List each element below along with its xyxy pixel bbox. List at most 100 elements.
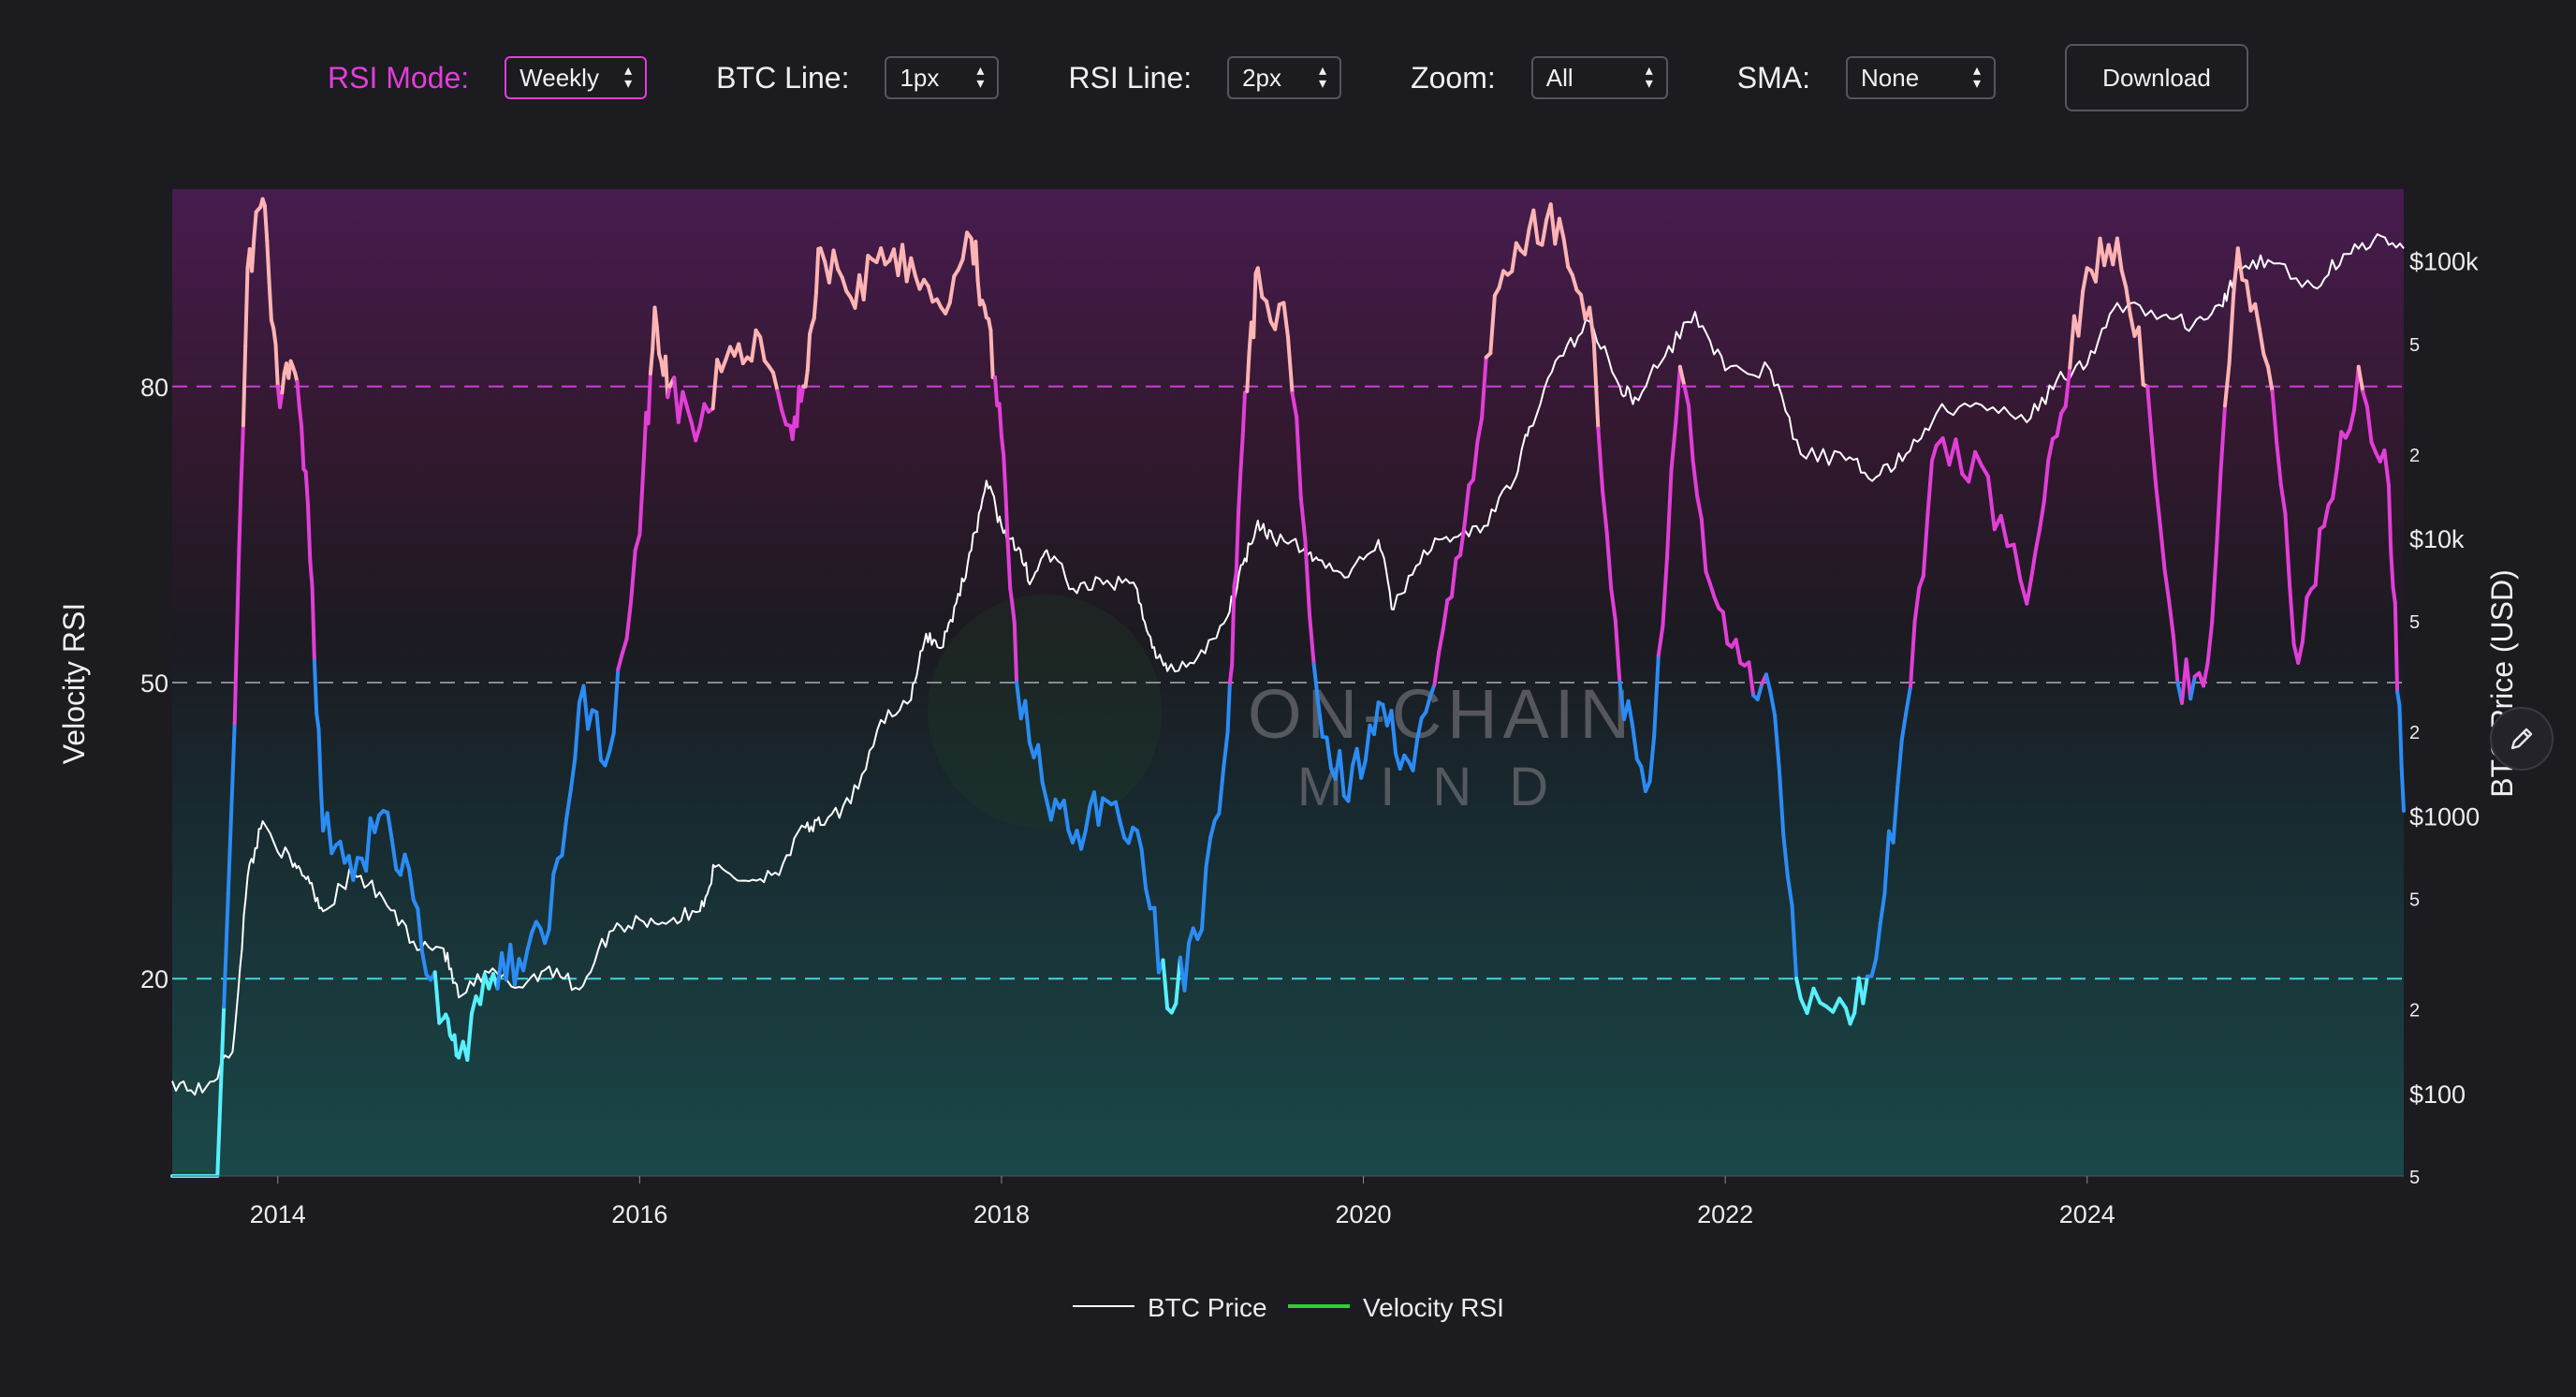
rsi-segment <box>1010 602 1017 625</box>
rsi-segment <box>373 813 381 834</box>
legend-label-btc[interactable]: BTC Price <box>1148 1293 1267 1322</box>
rsi-segment <box>1449 556 1458 599</box>
rsi-segment <box>975 278 982 307</box>
rsi-segment <box>1626 698 1635 728</box>
zoom-select[interactable]: All ▴ ▾ <box>1530 56 1668 99</box>
x-tick-label: 2014 <box>250 1200 306 1228</box>
rsi-segment <box>232 635 239 726</box>
rsi-segment <box>1255 266 1265 300</box>
rsi-segment <box>1677 364 1687 388</box>
rsi-segment <box>1980 463 1990 478</box>
rsi-segment <box>250 236 256 273</box>
rsi-segment <box>654 325 662 357</box>
rsi-segment <box>1639 764 1647 793</box>
rsi-segment <box>1917 574 1925 590</box>
legend-label-rsi[interactable]: Velocity RSI <box>1363 1293 1504 1322</box>
rsi-segment <box>1604 530 1614 591</box>
axes: Velocity RSI BTC Price (USD) 2014 2016 201… <box>57 248 2519 1228</box>
rsi-segment <box>616 651 624 671</box>
rsi-segment <box>2389 549 2395 589</box>
rsi-segment <box>1588 305 1596 345</box>
rsi-segment <box>1794 977 1803 1001</box>
rsi-segment <box>997 402 1003 438</box>
rsi-segment <box>2046 436 2055 463</box>
rsi-segment <box>222 948 228 1009</box>
rsi-segment <box>306 503 313 563</box>
rsi-segment <box>280 371 286 395</box>
rsi-segment <box>1561 236 1571 269</box>
rsi-segment <box>2397 703 2404 771</box>
rsi-segment <box>219 1005 227 1066</box>
rsi-segment <box>1015 681 1023 721</box>
rsi-segment <box>803 368 810 389</box>
rsi-segment <box>316 727 323 789</box>
rsi-line-select[interactable]: 2px ▴ ▾ <box>1227 56 1342 99</box>
rsi-segment <box>1061 799 1071 832</box>
rsi-segment <box>1734 638 1743 665</box>
rsi-segment <box>1471 439 1480 482</box>
rsi-segment <box>780 408 788 427</box>
x-tick-label: 2022 <box>1697 1200 1753 1228</box>
rsi-segment <box>1316 700 1325 739</box>
rsi-segment <box>2081 266 2089 294</box>
rsi-segment <box>827 248 836 285</box>
rsi-segment <box>1005 543 1013 591</box>
rsi-segment <box>982 303 988 319</box>
rsi-segment <box>2257 326 2266 357</box>
btc-line-select[interactable]: 1px ▴ ▾ <box>885 56 1000 99</box>
rsi-segment <box>2399 766 2406 813</box>
rsi-segment <box>1475 416 1485 444</box>
rsi-segment <box>230 721 237 784</box>
rsi-segment <box>2068 314 2076 370</box>
rsi-segment <box>2275 440 2283 487</box>
rsi-segment <box>1510 241 1518 273</box>
rsi-segment <box>1954 437 1965 477</box>
rsi-segment <box>1708 581 1717 600</box>
updown-chevron-icon: ▴ ▾ <box>1645 63 1653 92</box>
y-right-tick-label: 2 <box>2409 723 2420 743</box>
y-right-tick-label: 2 <box>2409 1001 2420 1022</box>
rsi-segment <box>988 328 995 379</box>
y-right-tick-label: $10k <box>2409 525 2465 553</box>
rsi-segment <box>1346 763 1354 803</box>
rsi-segment <box>1601 488 1609 535</box>
rsi-segment <box>573 700 581 761</box>
rsi-segment <box>2038 500 2046 531</box>
rsi-segment <box>1704 569 1712 586</box>
rsi-segment <box>2334 430 2344 471</box>
rsi-segment <box>2137 325 2145 387</box>
rsi-segment <box>1781 833 1790 879</box>
rsi-segment <box>1208 818 1217 840</box>
edit-button[interactable] <box>2490 707 2554 771</box>
rsi-mode-select[interactable]: Weekly ▴ ▾ <box>505 56 648 99</box>
rsi-segment <box>646 372 652 426</box>
y-right-tick-label: $1000 <box>2409 802 2480 831</box>
rsi-segment <box>1234 509 1241 574</box>
rsi-segment <box>1861 974 1869 1006</box>
rsi-segment <box>607 730 616 754</box>
rsi-segment <box>1682 383 1690 408</box>
rsi-segment <box>1882 829 1891 896</box>
rsi-segment <box>758 335 767 363</box>
rsi-segment <box>303 470 310 507</box>
rsi-segment <box>1290 391 1299 419</box>
rsi-segment <box>719 358 728 374</box>
rsi-segment <box>1699 517 1708 574</box>
velocity-rsi-series <box>170 197 2406 1178</box>
rsi-segment <box>521 947 530 973</box>
rsi-segment <box>2288 581 2296 647</box>
rsi-segment <box>2261 352 2270 369</box>
rsi-segment <box>1755 682 1764 701</box>
rsi-segment <box>2119 268 2129 289</box>
rsi-segment <box>586 708 594 731</box>
rsi-segment <box>1557 216 1566 241</box>
rsi-segment <box>1238 434 1245 473</box>
y-left-tick-label: 20 <box>140 965 168 993</box>
rsi-segment <box>2266 364 2275 394</box>
rsi-segment <box>243 266 250 348</box>
rsi-segment <box>2313 527 2322 587</box>
download-button[interactable]: Download <box>2065 44 2248 111</box>
rsi-mode-value: Weekly <box>520 63 599 92</box>
rsi-segment <box>547 872 556 932</box>
sma-select[interactable]: None ▴ ▾ <box>1846 56 1996 99</box>
